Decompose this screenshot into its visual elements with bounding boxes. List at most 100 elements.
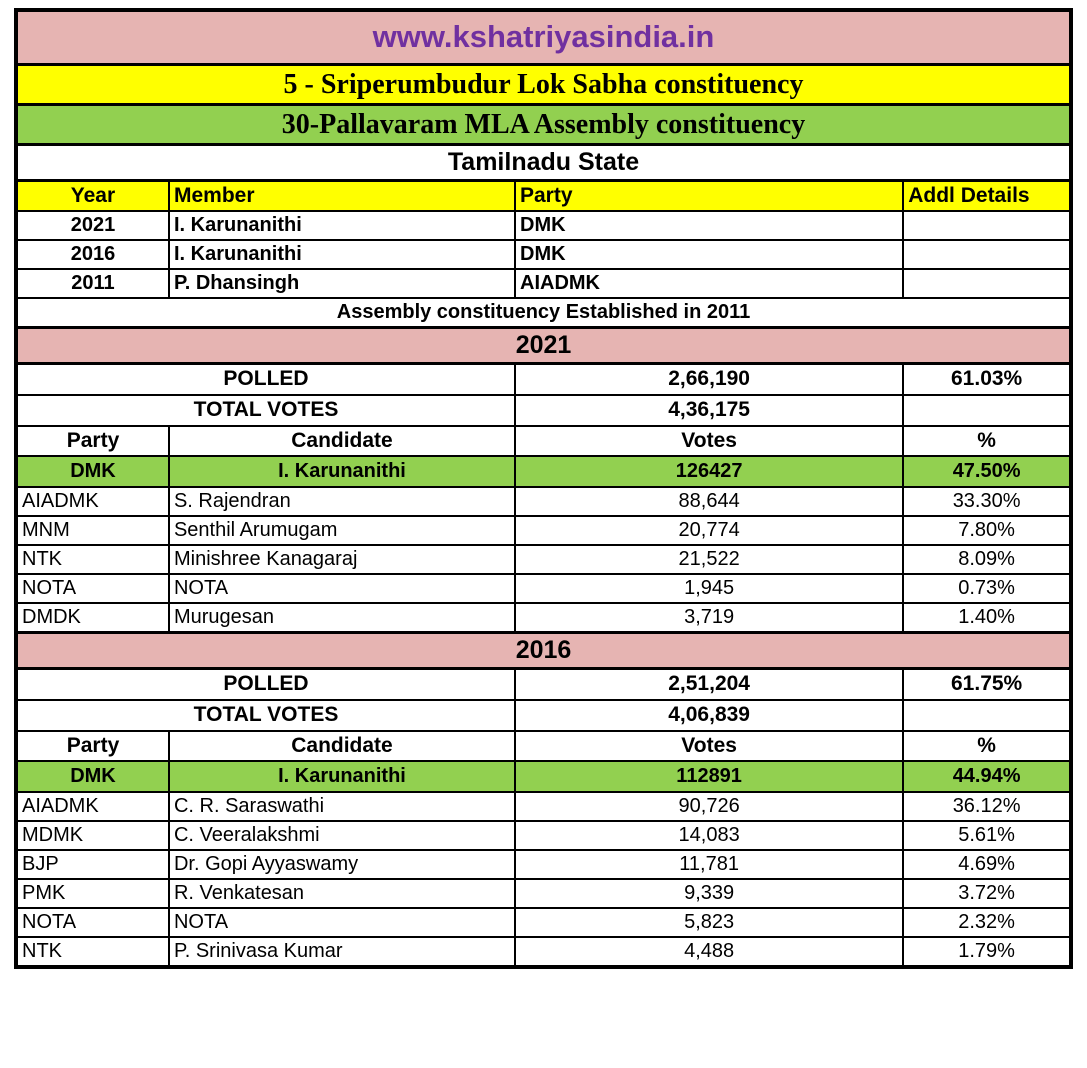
candidate-votes: 11,781 [513,849,905,880]
winner-percentage: 44.94% [902,760,1072,793]
lok-sabha-banner-row: 5 - Sriperumbudur Lok Sabha constituency [15,63,1072,106]
results-header-party: Party [15,729,170,763]
candidate-row: NOTA NOTA 5,823 2.32% [15,907,1072,938]
candidate-name: Dr. Gopi Ayyaswamy [167,849,517,880]
total-votes-label: TOTAL VOTES [15,698,516,732]
candidate-percentage: 0.73% [902,573,1072,604]
candidate-percentage: 2.32% [902,907,1072,938]
candidate-row: PMK R. Venkatesan 9,339 3.72% [15,878,1072,909]
winner-percentage: 47.50% [902,455,1072,488]
established-note: Assembly constituency Established in 201… [15,297,1072,329]
candidate-party: AIADMK [15,791,170,822]
candidate-votes: 20,774 [513,515,905,546]
winner-party: DMK [15,455,170,488]
member-year: 2016 [15,239,170,270]
winner-votes: 126427 [513,455,905,488]
candidate-name: NOTA [167,573,517,604]
candidate-party: BJP [15,849,170,880]
candidate-votes: 88,644 [513,486,905,517]
candidate-row: NTK Minishree Kanagaraj 21,522 8.09% [15,544,1072,575]
results-header-percentage: % [902,424,1072,458]
candidate-party: AIADMK [15,486,170,517]
candidate-votes: 90,726 [513,791,905,822]
candidate-percentage: 36.12% [902,791,1072,822]
results-header-votes: Votes [513,729,905,763]
site-banner-row: www.kshatriyasindia.in [15,9,1072,66]
candidate-votes: 1,945 [513,573,905,604]
election-year-banner-row: 2016 [15,630,1072,671]
candidate-percentage: 3.72% [902,878,1072,909]
total-votes-percentage [902,698,1072,732]
total-votes-percentage [902,393,1072,427]
polled-label: POLLED [15,362,516,396]
winner-candidate: I. Karunanithi [167,455,517,488]
candidate-row: MNM Senthil Arumugam 20,774 7.80% [15,515,1072,546]
candidate-percentage: 1.79% [902,936,1072,968]
member-year: 2011 [15,268,170,299]
member-year: 2021 [15,210,170,241]
candidate-votes: 3,719 [513,602,905,634]
candidate-party: NTK [15,936,170,968]
member-party: DMK [513,239,905,270]
polled-percentage: 61.03% [902,362,1072,396]
results-header-party: Party [15,424,170,458]
winner-row: DMK I. Karunanithi 112891 44.94% [15,760,1072,793]
candidate-percentage: 4.69% [902,849,1072,880]
polled-row: POLLED 2,66,190 61.03% [15,362,1072,396]
candidate-name: Senthil Arumugam [167,515,517,546]
polled-votes: 2,66,190 [513,362,905,396]
members-header-row: Year Member Party Addl Details [15,179,1072,212]
candidate-party: MNM [15,515,170,546]
polled-votes: 2,51,204 [513,667,905,701]
member-party: DMK [513,210,905,241]
constituency-table: www.kshatriyasindia.in 5 - Sriperumbudur… [14,8,1073,969]
candidate-party: MDMK [15,820,170,851]
established-note-row: Assembly constituency Established in 201… [15,297,1072,329]
member-addl-details [902,239,1072,270]
total-votes-label: TOTAL VOTES [15,393,516,427]
candidate-row: AIADMK S. Rajendran 88,644 33.30% [15,486,1072,517]
election-year-2021: 2021 [15,325,1072,366]
candidate-row: NOTA NOTA 1,945 0.73% [15,573,1072,604]
total-votes-row: TOTAL VOTES 4,06,839 [15,698,1072,732]
winner-votes: 112891 [513,760,905,793]
total-votes-value: 4,36,175 [513,393,905,427]
election-year-2016: 2016 [15,630,1072,671]
member-row: 2011 P. Dhansingh AIADMK [15,268,1072,299]
election-year-banner-row: 2021 [15,325,1072,366]
candidate-party: DMDK [15,602,170,634]
candidate-name: R. Venkatesan [167,878,517,909]
candidate-party: NOTA [15,573,170,604]
candidate-row: MDMK C. Veeralakshmi 14,083 5.61% [15,820,1072,851]
polled-row: POLLED 2,51,204 61.75% [15,667,1072,701]
candidate-name: S. Rajendran [167,486,517,517]
candidate-row: DMDK Murugesan 3,719 1.40% [15,602,1072,634]
results-header-row: Party Candidate Votes % [15,424,1072,458]
total-votes-row: TOTAL VOTES 4,36,175 [15,393,1072,427]
candidate-row: AIADMK C. R. Saraswathi 90,726 36.12% [15,791,1072,822]
winner-party: DMK [15,760,170,793]
state-banner-row: Tamilnadu State [15,142,1072,182]
candidate-row: NTK P. Srinivasa Kumar 4,488 1.79% [15,936,1072,968]
member-addl-details [902,210,1072,241]
candidate-votes: 9,339 [513,878,905,909]
member-name: I. Karunanithi [167,239,517,270]
assembly-banner-row: 30-Pallavaram MLA Assembly constituency [15,103,1072,146]
results-header-percentage: % [902,729,1072,763]
candidate-party: PMK [15,878,170,909]
candidate-name: P. Srinivasa Kumar [167,936,517,968]
lok-sabha-constituency-title: 5 - Sriperumbudur Lok Sabha constituency [15,63,1072,106]
polled-label: POLLED [15,667,516,701]
member-party: AIADMK [513,268,905,299]
candidate-percentage: 1.40% [902,602,1072,634]
results-header-row: Party Candidate Votes % [15,729,1072,763]
candidate-party: NTK [15,544,170,575]
results-header-candidate: Candidate [167,729,517,763]
assembly-constituency-title: 30-Pallavaram MLA Assembly constituency [15,103,1072,146]
member-row: 2021 I. Karunanithi DMK [15,210,1072,241]
state-title: Tamilnadu State [15,142,1072,182]
candidate-votes: 4,488 [513,936,905,968]
members-header-year: Year [15,179,170,212]
member-name: I. Karunanithi [167,210,517,241]
